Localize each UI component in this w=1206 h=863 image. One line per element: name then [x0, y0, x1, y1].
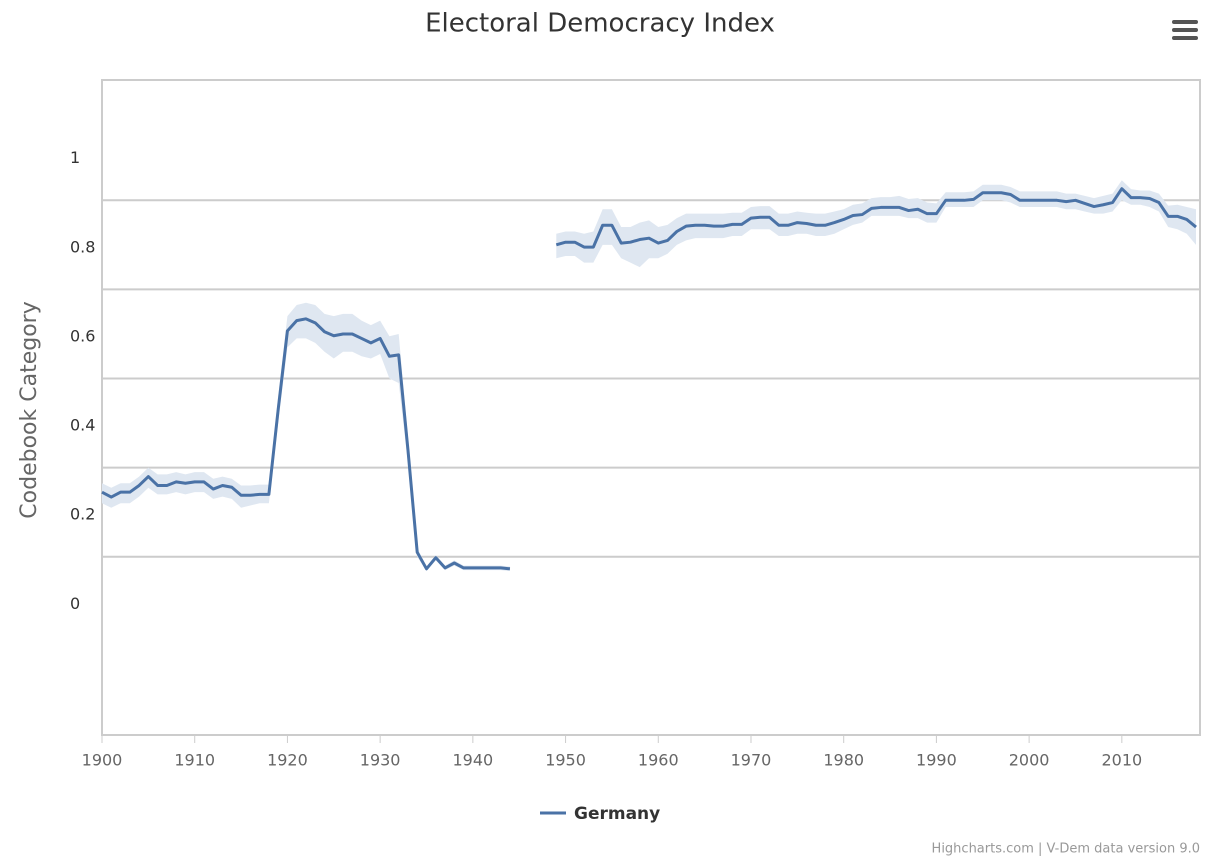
- x-tick-label: 1950: [545, 751, 586, 770]
- menu-button[interactable]: [1172, 20, 1198, 40]
- confidence-band: [556, 180, 1196, 268]
- x-tick-label: 1940: [452, 751, 493, 770]
- y-axis-label: Codebook Category: [17, 301, 42, 518]
- x-tick-label: 1910: [174, 751, 215, 770]
- plot-frame: [101, 79, 1201, 736]
- y-tick-label: 0.6: [70, 326, 95, 345]
- confidence-band: [102, 302, 510, 572]
- x-tick-label: 1980: [823, 751, 864, 770]
- series-line: [101, 317, 511, 571]
- y-tick-label: 0.8: [70, 237, 95, 256]
- menu-bar[interactable]: [1172, 20, 1198, 24]
- y-tick-label: 1: [70, 148, 80, 167]
- y-tick-label: 0.4: [70, 416, 95, 435]
- x-tick-label: 1970: [731, 751, 772, 770]
- credits: Highcharts.com | V-Dem data version 9.0: [932, 842, 1200, 857]
- menu-bar[interactable]: [1172, 36, 1198, 40]
- x-tick-label: 1960: [638, 751, 679, 770]
- x-tick-label: 1990: [916, 751, 957, 770]
- x-tick-label: 1920: [267, 751, 308, 770]
- y-tick-label: 0.2: [70, 505, 95, 524]
- legend-item[interactable]: Germany: [540, 804, 660, 824]
- chart-title: Electoral Democracy Index: [425, 9, 775, 39]
- x-tick-label: 1900: [82, 751, 123, 770]
- menu-bar[interactable]: [1172, 28, 1198, 32]
- y-tick-label: 0: [70, 594, 80, 613]
- x-tick-label: 2010: [1101, 751, 1142, 770]
- x-tick-label: 2000: [1009, 751, 1050, 770]
- series-line: [555, 187, 1197, 249]
- x-tick-label: 1930: [360, 751, 401, 770]
- legend-label: Germany: [574, 804, 660, 824]
